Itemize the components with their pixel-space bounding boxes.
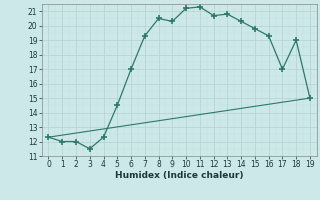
X-axis label: Humidex (Indice chaleur): Humidex (Indice chaleur) <box>115 171 244 180</box>
